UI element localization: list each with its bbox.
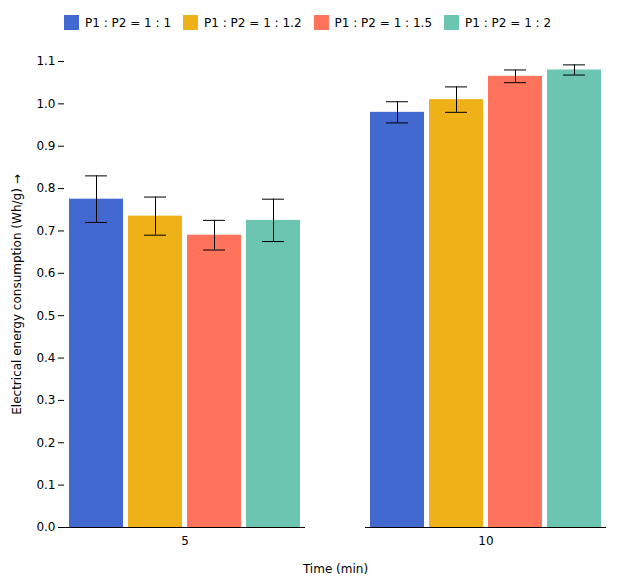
svg-text:5: 5 <box>181 534 189 548</box>
svg-text:Time (min): Time (min) <box>302 562 368 576</box>
svg-text:1.0: 1.0 <box>36 97 55 111</box>
html-text:P1 : P2 = 1 : 2: P1 : P2 = 1 : 2 <box>465 15 552 30</box>
svg-text:0.0: 0.0 <box>36 520 55 534</box>
svg-text:0.2: 0.2 <box>36 436 55 450</box>
svg-text:0.5: 0.5 <box>36 309 55 323</box>
svg-text:0.6: 0.6 <box>36 266 55 280</box>
html-text:P1 : P2 = 1 : 1.2: P1 : P2 = 1 : 1.2 <box>204 15 302 30</box>
svg-text:0.1: 0.1 <box>36 478 55 492</box>
svg-text:0.3: 0.3 <box>36 393 55 407</box>
svg-text:0.8: 0.8 <box>36 181 55 195</box>
svg-text:0.7: 0.7 <box>36 224 55 238</box>
svg-text:0.4: 0.4 <box>36 351 55 365</box>
html-text:P1 : P2 = 1 : 1: P1 : P2 = 1 : 1 <box>85 15 171 30</box>
svg-text:1.1: 1.1 <box>36 54 55 68</box>
svg-text:0.9: 0.9 <box>36 139 55 153</box>
svg-text:10: 10 <box>478 534 493 548</box>
html-text:P1 : P2 = 1 : 1.5: P1 : P2 = 1 : 1.5 <box>334 15 432 30</box>
svg-text:Electrical energy consumption: Electrical energy consumption (Wh/g) → <box>10 174 24 414</box>
